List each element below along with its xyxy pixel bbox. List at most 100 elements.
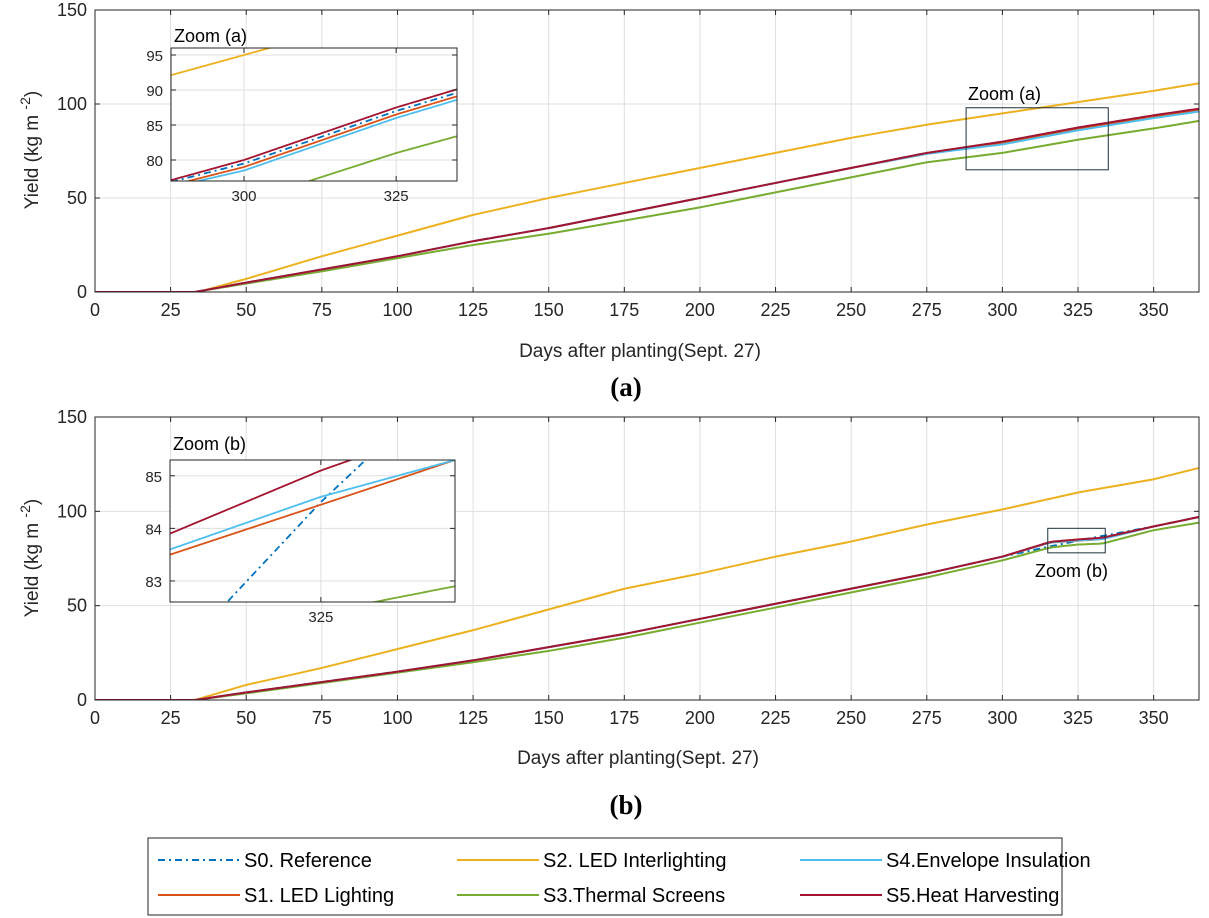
panel-b-xtick-label: 200 (685, 708, 715, 728)
panel-b-axes-frame (94, 416, 1200, 701)
panel-b-xlabel: Days after planting(Sept. 27) (517, 748, 759, 769)
panel-b-inset-ytick-label: 83 (145, 574, 162, 591)
svg-text:Yield (kg m -2): Yield (kg m -2) (17, 499, 43, 617)
panel-b-series-S2 (95, 466, 1199, 700)
panel-b-inset-series-S1 (170, 460, 455, 556)
panel-b-xtick-label: 125 (458, 708, 488, 728)
legend-label-S1: S1. LED Lighting (244, 885, 394, 907)
panel-b-chart: 0 25 50 75 100 125 150 175 200 225 250 275 300 325 350… (57, 407, 1200, 728)
panel-a-series-S5 (95, 107, 1199, 292)
panel-b-xtick-label: 225 (761, 708, 791, 728)
panel-a-inset-ytick-label: 80 (146, 153, 163, 170)
panel-a-inset-series-S4 (194, 98, 457, 181)
panel-b-inset-series-S5 (170, 460, 354, 535)
panel-a-series-S3 (95, 119, 1199, 292)
legend-box (147, 837, 1063, 916)
panel-a-inset-series-S5 (171, 88, 457, 181)
legend: S0. Reference S2. LED Interlighting S4.Env… (147, 837, 1091, 916)
panel-b-tag: (b) (610, 790, 643, 820)
panel-a-tag: (a) (610, 372, 641, 402)
panel-b-series-S5 (95, 516, 1199, 700)
panel-b-xtick-label: 50 (236, 708, 256, 728)
panel-a-xtick-label: 325 (1063, 300, 1093, 320)
panel-a-inset-series-S3 (306, 135, 457, 181)
panel-b-xtick-label: 25 (161, 708, 181, 728)
panel-b-xtick-label: 75 (312, 708, 332, 728)
panel-a-xtick-label: 250 (836, 300, 866, 320)
panel-a-inset-ytick-label: 95 (146, 48, 163, 65)
panel-b-xtick-label: 325 (1063, 708, 1093, 728)
panel-b-zoom-rect (1047, 527, 1106, 554)
panel-a-inset-series-S0 (171, 91, 457, 181)
panel-b-xtick-label: 275 (912, 708, 942, 728)
panel-a-inset-ytick-label: 85 (146, 118, 163, 135)
panel-a-inset-axes-frame (170, 47, 458, 182)
panel-b-inset-ytick-label: 84 (145, 521, 162, 538)
panel-a-zoom-rect (965, 107, 1109, 171)
panel-a-xtick-label: 175 (609, 300, 639, 320)
panel-b-inset-series-S3 (369, 585, 455, 602)
panel-a-chart: 0 25 50 75 100 125 150 175 200 225 250 275 300 325 350… (57, 0, 1200, 320)
panel-a-axes-frame (94, 9, 1200, 293)
panel-a-xtick-label: 200 (685, 300, 715, 320)
panel-a-xtick-label: 0 (90, 300, 100, 320)
panel-a-xtick-label: 100 (382, 300, 412, 320)
panel-b-ytick-label: 50 (67, 596, 87, 616)
panel-a-inset-plot-area (171, 48, 457, 181)
panel-b-xtick-label: 175 (609, 708, 639, 728)
panel-b-xtick-label: 0 (90, 708, 100, 728)
panel-b-xtick-label: 250 (836, 708, 866, 728)
legend-label-S3: S3.Thermal Screens (543, 885, 725, 907)
panel-b-ytick-label: 150 (57, 407, 87, 427)
panel-a-xtick-label: 75 (312, 300, 332, 320)
panel-a-inset-ytick-label: 90 (146, 83, 163, 100)
panel-a-inset-title: Zoom (a) (174, 26, 247, 46)
panel-a-inset-series-group (171, 48, 457, 181)
panel-b-xtick-label: 100 (382, 708, 412, 728)
panel-b-inset-series-group (170, 460, 455, 602)
panel-a-inset: 300 325 80 85 90 95 (146, 47, 458, 205)
panel-a-ytick-label: 100 (57, 94, 87, 114)
panel-a-ytick-label: 0 (77, 282, 87, 302)
svg-text:Yield (kg m -2): Yield (kg m -2) (17, 91, 43, 209)
panel-a-inset-xtick-label: 325 (384, 188, 409, 205)
panel-a-series-group (95, 82, 1199, 292)
panel-a-ytick-label: 150 (57, 0, 87, 20)
panel-b-inset-series-S0 (225, 460, 367, 602)
panel-a-ylabel: Yield (kg m -2) (17, 91, 43, 209)
panel-a-xtick-label: 25 (161, 300, 181, 320)
panel-b-xtick-label: 300 (987, 708, 1017, 728)
panel-a-xtick-label: 125 (458, 300, 488, 320)
panel-b-inset-series-S4 (170, 460, 455, 551)
panel-a-xtick-label: 50 (236, 300, 256, 320)
panel-a-xtick-label: 225 (761, 300, 791, 320)
panel-a-inset-xtick-label: 300 (232, 188, 257, 205)
panel-a-ytick-label: 50 (67, 188, 87, 208)
panel-a-xtick-label: 300 (987, 300, 1017, 320)
panel-b-ylabel: Yield (kg m -2) (17, 499, 43, 617)
panel-a-inset-series-S1 (185, 95, 457, 181)
panel-a-series-S2 (95, 82, 1199, 292)
panel-b-inset-axes-frame (169, 459, 456, 603)
legend-label-S2: S2. LED Interlighting (543, 850, 726, 872)
panel-b-ytick-label: 0 (77, 690, 87, 710)
panel-b-zoom-box-label: Zoom (b) (1035, 561, 1108, 581)
panel-b-inset-xtick-label: 325 (308, 609, 333, 626)
panel-b-inset-plot-area (170, 460, 455, 602)
panel-a-xtick-label: 275 (912, 300, 942, 320)
panel-a-inset-series-S2 (171, 48, 273, 77)
panel-b-inset: 325 83 84 85 (145, 459, 456, 626)
legend-label-S4: S4.Envelope Insulation (886, 850, 1091, 872)
panel-b-series-group (95, 466, 1199, 700)
panel-b-ytick-label: 100 (57, 501, 87, 521)
panel-a-xlabel: Days after planting(Sept. 27) (519, 341, 761, 362)
panel-a-xtick-label: 150 (534, 300, 564, 320)
panel-a-xtick-label: 350 (1139, 300, 1169, 320)
panel-b-inset-ytick-label: 85 (145, 469, 162, 486)
panel-b-xtick-label: 350 (1139, 708, 1169, 728)
panel-b-inset-title: Zoom (b) (173, 434, 246, 454)
panel-a-zoom-box-label: Zoom (a) (968, 84, 1041, 104)
panel-b-xtick-label: 150 (534, 708, 564, 728)
legend-label-S5: S5.Heat Harvesting (886, 885, 1059, 907)
